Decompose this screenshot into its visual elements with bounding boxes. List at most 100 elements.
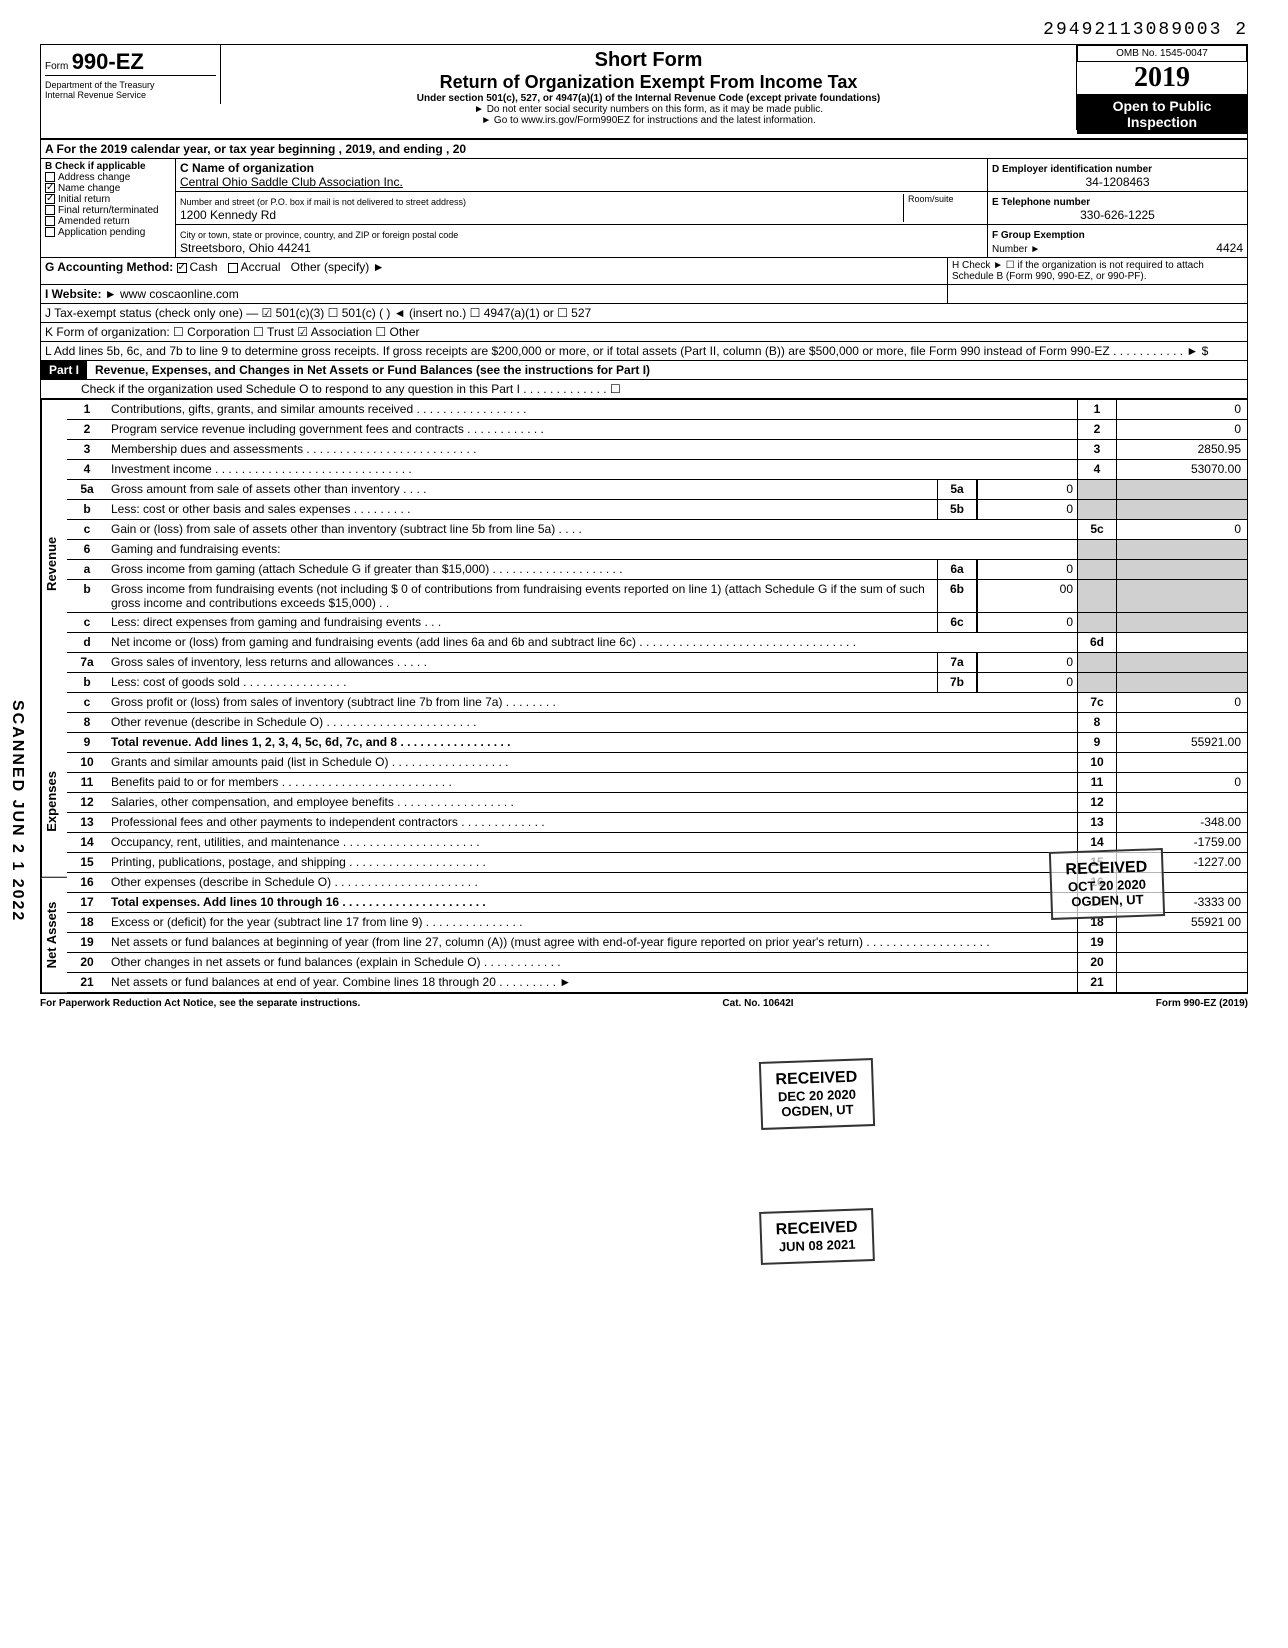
line-number: 9	[67, 733, 107, 752]
website-label: I Website: ►	[45, 287, 117, 301]
line-label: Excess or (deficit) for the year (subtra…	[107, 913, 1077, 932]
line-number: c	[67, 693, 107, 712]
line-label: Printing, publications, postage, and shi…	[107, 853, 1077, 872]
form-number: 990-EZ	[72, 49, 144, 74]
line-number: c	[67, 520, 107, 539]
sub-value: 0	[977, 613, 1077, 632]
phone-label: E Telephone number	[992, 197, 1090, 208]
shade-cell	[1077, 500, 1117, 519]
accrual-checkbox[interactable]	[228, 263, 238, 273]
city-label: City or town, state or province, country…	[180, 230, 458, 240]
row-h: H Check ► ☐ if the organization is not r…	[947, 258, 1247, 284]
line-row: 13Professional fees and other payments t…	[67, 813, 1247, 833]
netassets-section-label: Net Assets	[41, 878, 67, 993]
dept-irs: Internal Revenue Service	[45, 90, 216, 100]
line-number: 10	[67, 753, 107, 772]
line-value: 0	[1117, 773, 1247, 792]
line-num-cell: 2	[1077, 420, 1117, 439]
line-value: 55921.00	[1117, 733, 1247, 752]
check-label: Address change	[58, 172, 130, 183]
phone-value: 330-626-1225	[992, 208, 1243, 222]
row-j-tax-status: J Tax-exempt status (check only one) — ☑…	[41, 304, 1247, 323]
form-title: Return of Organization Exempt From Incom…	[231, 72, 1066, 93]
sub-value: 0	[977, 500, 1077, 519]
line-label: Total revenue. Add lines 1, 2, 3, 4, 5c,…	[107, 733, 1077, 752]
checkbox[interactable]	[45, 216, 55, 226]
line-value	[1117, 933, 1247, 952]
shade-cell	[1077, 560, 1117, 579]
footer-paperwork: For Paperwork Reduction Act Notice, see …	[40, 998, 360, 1009]
line-row: bGross income from fundraising events (n…	[67, 580, 1247, 613]
line-num-cell: 5c	[1077, 520, 1117, 539]
shade-cell	[1117, 500, 1247, 519]
line-value: -348.00	[1117, 813, 1247, 832]
sub-num: 5b	[937, 500, 977, 519]
omb-number: OMB No. 1545-0047	[1077, 45, 1247, 62]
line-row: 6Gaming and fundraising events:	[67, 540, 1247, 560]
short-form-label: Short Form	[231, 49, 1066, 72]
line-label: Less: direct expenses from gaming and fu…	[107, 613, 937, 632]
line-value	[1117, 953, 1247, 972]
row-k-org-form: K Form of organization: ☐ Corporation ☐ …	[41, 323, 1247, 342]
line-row: 7aGross sales of inventory, less returns…	[67, 653, 1247, 673]
check-item: Application pending	[45, 227, 171, 238]
inspection: Inspection	[1081, 114, 1243, 130]
expenses-section-label: Expenses	[41, 727, 67, 878]
line-number: 15	[67, 853, 107, 872]
shade-cell	[1117, 560, 1247, 579]
check-item: Name change	[45, 183, 171, 194]
checkbox[interactable]	[45, 183, 55, 193]
line-number: 4	[67, 460, 107, 479]
line-number: b	[67, 580, 107, 612]
check-item: Amended return	[45, 216, 171, 227]
line-row: 11Benefits paid to or for members . . . …	[67, 773, 1247, 793]
line-label: Other revenue (describe in Schedule O) .…	[107, 713, 1077, 732]
footer: For Paperwork Reduction Act Notice, see …	[40, 998, 1248, 1009]
section-b: B Check if applicable Address changeName…	[41, 159, 176, 257]
checkbox[interactable]	[45, 172, 55, 182]
line-number: 2	[67, 420, 107, 439]
line-num-cell: 9	[1077, 733, 1117, 752]
street: 1200 Kennedy Rd	[180, 208, 276, 222]
checkbox[interactable]	[45, 205, 55, 215]
sub-num: 6c	[937, 613, 977, 632]
dept-treasury: Department of the Treasury	[45, 80, 216, 90]
line-row: cLess: direct expenses from gaming and f…	[67, 613, 1247, 633]
row-g-label: G Accounting Method:	[45, 260, 173, 274]
city-value: Streetsboro, Ohio 44241	[180, 241, 311, 255]
line-label: Net assets or fund balances at beginning…	[107, 933, 1077, 952]
line-number: d	[67, 633, 107, 652]
line-num-cell: 20	[1077, 953, 1117, 972]
tax-year: 2019	[1077, 62, 1247, 94]
room-suite-label: Room/suite	[903, 194, 983, 222]
line-number: 16	[67, 873, 107, 892]
line-row: 5aGross amount from sale of assets other…	[67, 480, 1247, 500]
line-number: 3	[67, 440, 107, 459]
line-number: 21	[67, 973, 107, 992]
line-label: Gross sales of inventory, less returns a…	[107, 653, 937, 672]
line-number: 12	[67, 793, 107, 812]
check-label: Application pending	[58, 227, 145, 238]
sub-num: 7b	[937, 673, 977, 692]
line-value	[1117, 753, 1247, 772]
check-label: Amended return	[58, 216, 130, 227]
line-row: bLess: cost or other basis and sales exp…	[67, 500, 1247, 520]
sub-value: 0	[977, 560, 1077, 579]
accrual-label: Accrual	[241, 260, 281, 274]
line-label: Net assets or fund balances at end of ye…	[107, 973, 1077, 992]
line-number: 6	[67, 540, 107, 559]
open-public: Open to Public	[1081, 98, 1243, 114]
line-row: 10Grants and similar amounts paid (list …	[67, 753, 1247, 773]
line-number: 19	[67, 933, 107, 952]
line-number: c	[67, 613, 107, 632]
cash-checkbox[interactable]	[177, 263, 187, 273]
line-label: Gaming and fundraising events:	[107, 540, 1077, 559]
sub-num: 6a	[937, 560, 977, 579]
footer-cat: Cat. No. 10642I	[722, 998, 793, 1009]
check-item: Final return/terminated	[45, 205, 171, 216]
received-stamp: RECEIVEDJUN 08 2021	[759, 1208, 875, 1265]
checkbox[interactable]	[45, 227, 55, 237]
ein-label: D Employer identification number	[992, 164, 1152, 175]
line-row: 20Other changes in net assets or fund ba…	[67, 953, 1247, 973]
checkbox[interactable]	[45, 194, 55, 204]
